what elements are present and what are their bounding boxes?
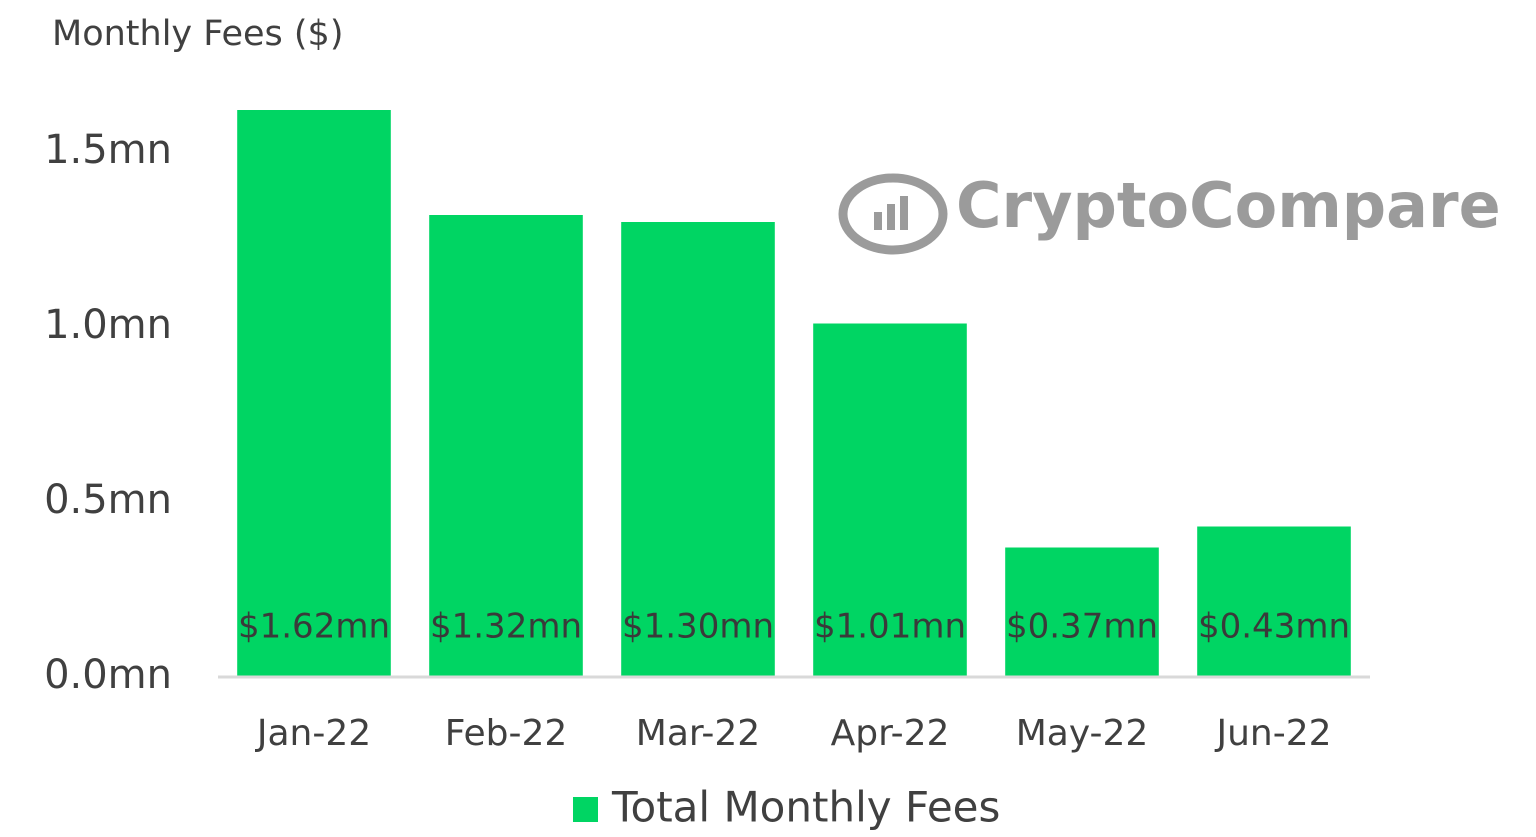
bar <box>237 110 391 677</box>
bar <box>813 323 967 677</box>
chart-title: Monthly Fees ($) <box>52 14 343 54</box>
watermark-logo <box>838 173 948 255</box>
y-tick-label: 0.5mn <box>44 477 172 523</box>
y-tick-label: 0.0mn <box>44 652 172 698</box>
bar <box>621 222 775 677</box>
data-label: $0.37mn <box>1006 607 1158 647</box>
x-tick-label: May-22 <box>1016 713 1149 754</box>
watermark-logo <box>887 204 895 230</box>
y-tick-label: 1.5mn <box>44 127 172 173</box>
data-label: $1.32mn <box>430 607 582 647</box>
bar <box>429 215 583 677</box>
legend-label: Total Monthly Fees <box>611 783 1000 832</box>
x-tick-label: Feb-22 <box>445 713 568 754</box>
data-label: $1.01mn <box>814 607 966 647</box>
x-tick-label: Mar-22 <box>636 713 760 754</box>
data-label: $1.62mn <box>238 607 390 647</box>
bar <box>1197 526 1351 677</box>
y-tick-label: 1.0mn <box>44 302 172 348</box>
data-label: $0.43mn <box>1198 607 1350 647</box>
x-tick-label: Apr-22 <box>831 713 950 754</box>
bar <box>1005 547 1159 677</box>
watermark-logo <box>900 196 908 230</box>
legend-swatch <box>573 797 598 822</box>
watermark-text: CryptoCompare <box>956 169 1501 242</box>
x-tick-label: Jan-22 <box>255 713 371 754</box>
watermark-logo <box>874 212 882 230</box>
data-label: $1.30mn <box>622 607 774 647</box>
watermark: CryptoCompare <box>838 169 1501 255</box>
x-tick-label: Jun-22 <box>1214 713 1331 754</box>
